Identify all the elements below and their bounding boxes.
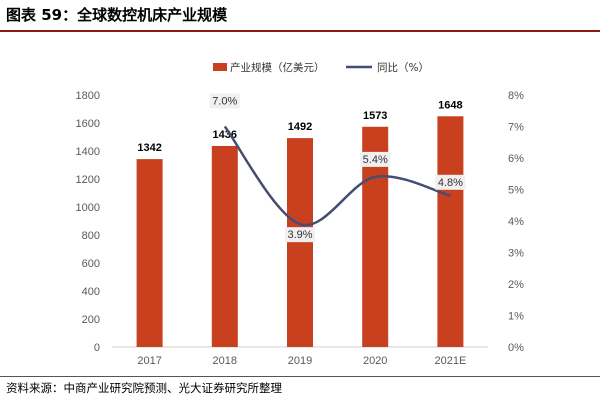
legend-line-label: 同比（%） xyxy=(377,61,429,74)
bar-value-labels: 1342 1436 1492 1573 1648 xyxy=(137,99,462,154)
bar xyxy=(437,116,464,347)
line-label-box xyxy=(360,151,391,167)
y-right-tick-label: 0% xyxy=(508,342,524,354)
x-tick-label: 2021E xyxy=(434,355,466,367)
source-rule xyxy=(0,376,600,377)
line-value-label: 7.0% xyxy=(212,96,237,108)
chart-svg: 0 200 400 600 800 1000 1200 1400 1600 1800 0% 1% 2%… xyxy=(76,61,525,367)
line-value-label: 3.9% xyxy=(287,229,312,241)
line-value-label: 5.4% xyxy=(363,154,388,166)
line-series xyxy=(223,125,451,227)
y-right-tick-label: 2% xyxy=(508,279,524,291)
line-value-label: 4.8% xyxy=(438,177,463,189)
y-left-tick-label: 400 xyxy=(82,286,100,298)
y-right-tick-label: 7% xyxy=(508,122,524,134)
y-left-tick-label: 1400 xyxy=(76,146,100,158)
y-left-tick-label: 1000 xyxy=(76,202,100,214)
bar xyxy=(211,145,238,347)
y-right-tick-label: 6% xyxy=(508,153,524,165)
y-left-tick-label: 600 xyxy=(82,258,100,270)
legend-bar-swatch xyxy=(213,63,227,71)
y-right-tick-label: 8% xyxy=(508,90,524,102)
bar-value-label: 1436 xyxy=(213,129,237,141)
y-right-tick-label: 4% xyxy=(508,216,524,228)
source-note: 资料来源：中商产业研究院预测、光大证券研究所整理 xyxy=(6,381,282,395)
x-tick-label: 2020 xyxy=(363,355,387,367)
y-left-tick-label: 1800 xyxy=(76,90,100,102)
x-axis: 2017 2018 2019 2020 2021E xyxy=(137,355,466,367)
bar-value-label: 1648 xyxy=(438,99,462,111)
y-left-tick-label: 1600 xyxy=(76,118,100,130)
title-rule xyxy=(0,30,600,32)
legend-bar-label: 产业规模（亿美元） xyxy=(230,61,325,74)
line-value-labels: 7.0% 3.9% 5.4% 4.8% xyxy=(209,93,466,243)
y-left-tick-label: 1200 xyxy=(76,174,100,186)
bar-value-label: 1342 xyxy=(137,142,161,154)
bar-value-label: 1573 xyxy=(363,110,387,122)
x-tick-label: 2019 xyxy=(288,355,312,367)
y-left-tick-label: 800 xyxy=(82,230,100,242)
bar-value-label: 1492 xyxy=(288,121,312,133)
figure-title: 图表 59：全球数控机床产业规模 xyxy=(6,6,228,24)
y-right-tick-label: 5% xyxy=(508,185,524,197)
legend: 产业规模（亿美元） 同比（%） xyxy=(213,61,429,74)
y-right-tick-label: 3% xyxy=(508,248,524,260)
line-label-box xyxy=(285,227,315,243)
x-tick-label: 2018 xyxy=(213,355,237,367)
yoy-line xyxy=(223,125,451,227)
line-label-box xyxy=(435,174,466,190)
y-right-axis: 0% 1% 2% 3% 4% 5% 6% 7% 8% xyxy=(508,90,524,354)
bar xyxy=(287,138,313,347)
y-left-tick-label: 200 xyxy=(82,314,100,326)
y-left-tick-label: 0 xyxy=(94,342,100,354)
y-left-axis: 0 200 400 600 800 1000 1200 1400 1600 1800 xyxy=(76,90,100,354)
bar xyxy=(136,159,163,347)
x-tick-label: 2017 xyxy=(137,355,161,367)
line-label-box xyxy=(209,93,240,109)
y-right-tick-label: 1% xyxy=(508,311,524,323)
bar-series xyxy=(136,116,464,347)
